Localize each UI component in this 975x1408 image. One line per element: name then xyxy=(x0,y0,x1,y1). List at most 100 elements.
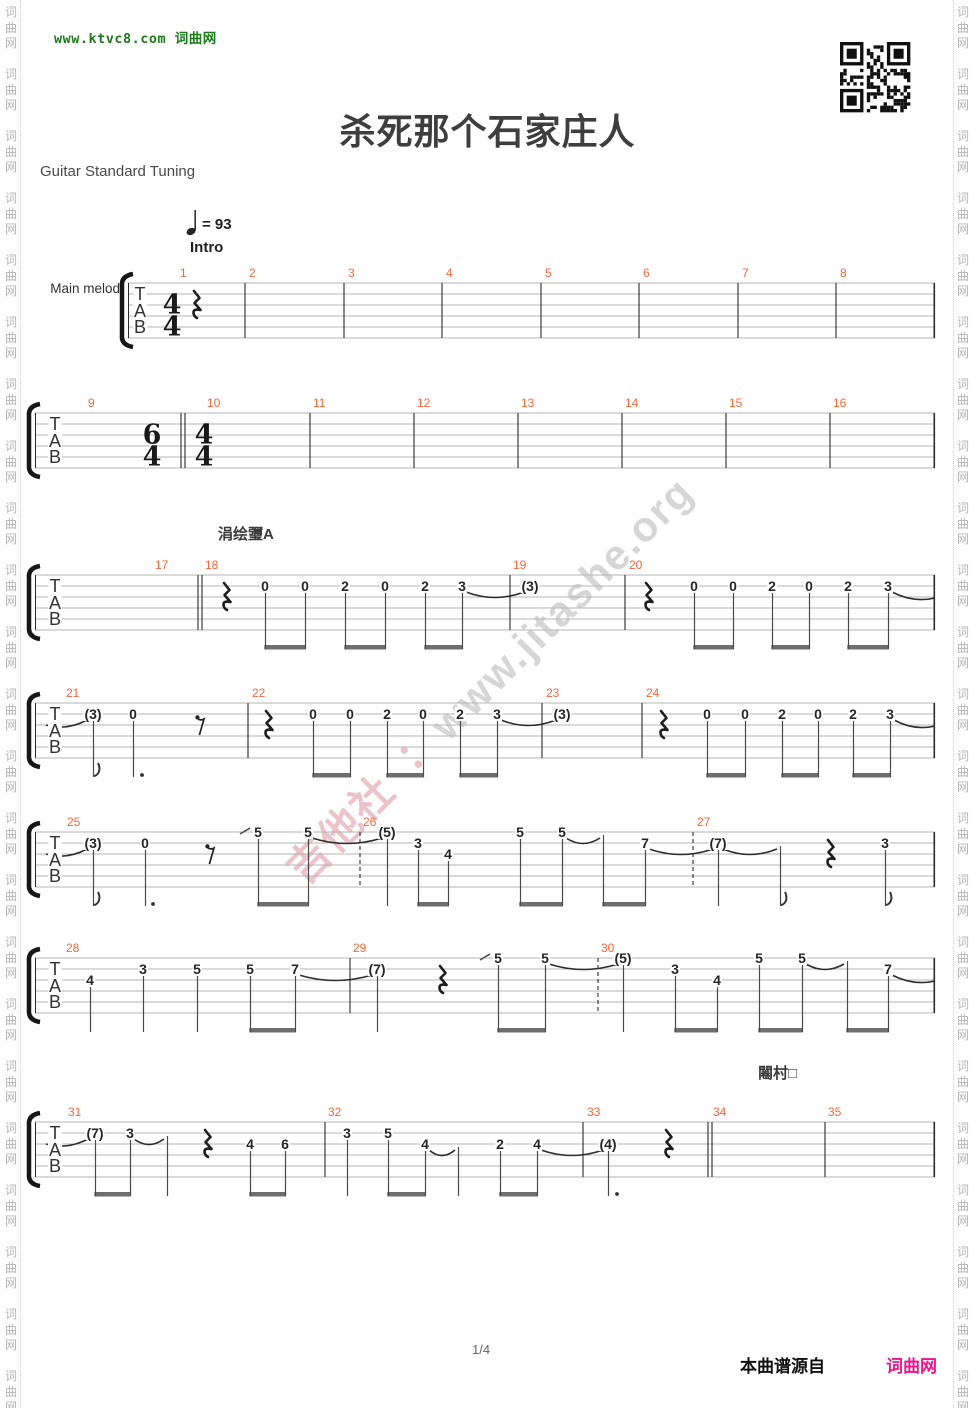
edge-watermark-char: 词 xyxy=(957,1183,970,1197)
beam xyxy=(602,902,646,907)
qr-module xyxy=(846,48,857,59)
qr-module xyxy=(870,105,874,109)
tab-clef-letter: A xyxy=(47,592,63,613)
qr-module xyxy=(873,105,877,109)
tab-clef-letter: B xyxy=(132,317,148,337)
fret-number: 0 xyxy=(300,578,310,594)
qr-module xyxy=(876,92,881,96)
edge-watermark-char: 曲 xyxy=(957,206,970,221)
measure-number: 31 xyxy=(68,1105,82,1119)
edge-watermark-char: 曲 xyxy=(957,764,970,779)
measure-number: 13 xyxy=(521,396,535,410)
edge-watermark-char: 词 xyxy=(5,129,18,143)
measure-number: 8 xyxy=(840,266,847,280)
edge-watermark-char: 词 xyxy=(5,5,18,19)
qr-module xyxy=(903,72,907,76)
edge-watermark-char: 网 xyxy=(957,532,970,546)
beam xyxy=(847,645,889,650)
edge-watermark-char: 曲 xyxy=(957,950,970,965)
qr-module xyxy=(893,88,897,93)
edge-watermark-char: 词 xyxy=(5,873,18,887)
staff-bracket xyxy=(119,271,134,350)
fret-number: 5 xyxy=(192,961,202,977)
edge-watermark-char: 词 xyxy=(957,315,970,329)
measure-number: 3 xyxy=(348,266,355,280)
beam xyxy=(519,902,563,907)
qr-module xyxy=(893,72,897,76)
edge-watermark-char: 词 xyxy=(957,191,970,205)
qr-module xyxy=(890,95,894,99)
edge-watermark-char: 曲 xyxy=(5,516,18,531)
edge-watermark-char: 曲 xyxy=(957,20,970,35)
qr-module xyxy=(893,85,897,89)
tab-clef-letter: A xyxy=(47,430,63,451)
fret-number: 0 xyxy=(728,578,738,594)
fret-number: (5) xyxy=(377,824,397,840)
measure-number: 16 xyxy=(833,396,847,410)
qr-module xyxy=(840,82,844,86)
beam xyxy=(758,1028,803,1033)
staff-bracket xyxy=(26,691,41,770)
edge-watermark-char: 词 xyxy=(957,5,970,19)
qr-module xyxy=(880,45,884,49)
qr-module xyxy=(873,58,877,63)
qr-module xyxy=(840,72,844,76)
edge-watermark-char: 曲 xyxy=(5,1074,18,1089)
edge-watermark-char: 曲 xyxy=(957,268,970,283)
measure-number: 19 xyxy=(513,558,527,572)
qr-module xyxy=(846,95,857,106)
qr-module xyxy=(850,75,854,79)
edge-watermark-char: 网 xyxy=(957,780,970,794)
qr-module xyxy=(856,75,861,79)
fret-number: 3 xyxy=(342,1125,352,1141)
fret-number: (4) xyxy=(598,1136,618,1152)
fret-number: 5 xyxy=(754,950,764,966)
edge-watermark-char: 曲 xyxy=(5,950,18,965)
qr-module xyxy=(886,72,891,76)
tempo-marking: = 93 xyxy=(202,216,232,233)
beam xyxy=(312,773,351,778)
qr-module xyxy=(866,92,871,96)
edge-watermark-char: 词 xyxy=(5,501,18,515)
qr-module xyxy=(886,105,891,109)
qr-module xyxy=(893,92,897,96)
qr-module xyxy=(866,85,871,89)
edge-watermark-char: 网 xyxy=(957,1400,970,1408)
eighth-rest xyxy=(197,717,206,736)
edge-watermark-char: 网 xyxy=(957,470,970,484)
fret-number: (3) xyxy=(520,578,540,594)
edge-watermark-char: 词 xyxy=(957,997,970,1011)
qr-module xyxy=(873,95,877,99)
time-signature-numerator: 6 xyxy=(142,419,162,451)
edge-watermark-char: 曲 xyxy=(5,888,18,903)
edge-watermark-char: 曲 xyxy=(957,1384,970,1399)
tie-arc xyxy=(428,1149,456,1157)
measure-number: 6 xyxy=(643,266,650,280)
qr-module xyxy=(903,68,907,73)
beam xyxy=(674,1028,718,1033)
edge-watermark-char: 曲 xyxy=(5,206,18,221)
staff-bracket xyxy=(26,1110,41,1189)
measure-number: 21 xyxy=(66,686,80,700)
measure-number: 9 xyxy=(88,396,95,410)
edge-watermark-char: 曲 xyxy=(5,330,18,345)
edge-watermark-char: 网 xyxy=(957,904,970,918)
qr-module xyxy=(907,85,911,89)
edge-watermark-char: 曲 xyxy=(957,826,970,841)
eighth-flag xyxy=(93,762,101,777)
edge-watermark-char: 网 xyxy=(5,470,18,484)
tie-arc xyxy=(311,837,383,845)
tab-clef-letter: A xyxy=(47,849,63,870)
fret-number: 0 xyxy=(740,706,750,722)
edge-watermark-char: 词 xyxy=(5,625,18,639)
qr-module xyxy=(893,48,904,59)
edge-watermark-char: 曲 xyxy=(5,268,18,283)
qr-module xyxy=(907,75,911,79)
edge-watermark-char: 词 xyxy=(957,1245,970,1259)
measure-number: 5 xyxy=(545,266,552,280)
qr-module xyxy=(870,52,874,56)
edge-watermark-char: 曲 xyxy=(957,82,970,97)
edge-watermark-char: 曲 xyxy=(5,392,18,407)
tab-clef-letter: A xyxy=(47,720,63,741)
